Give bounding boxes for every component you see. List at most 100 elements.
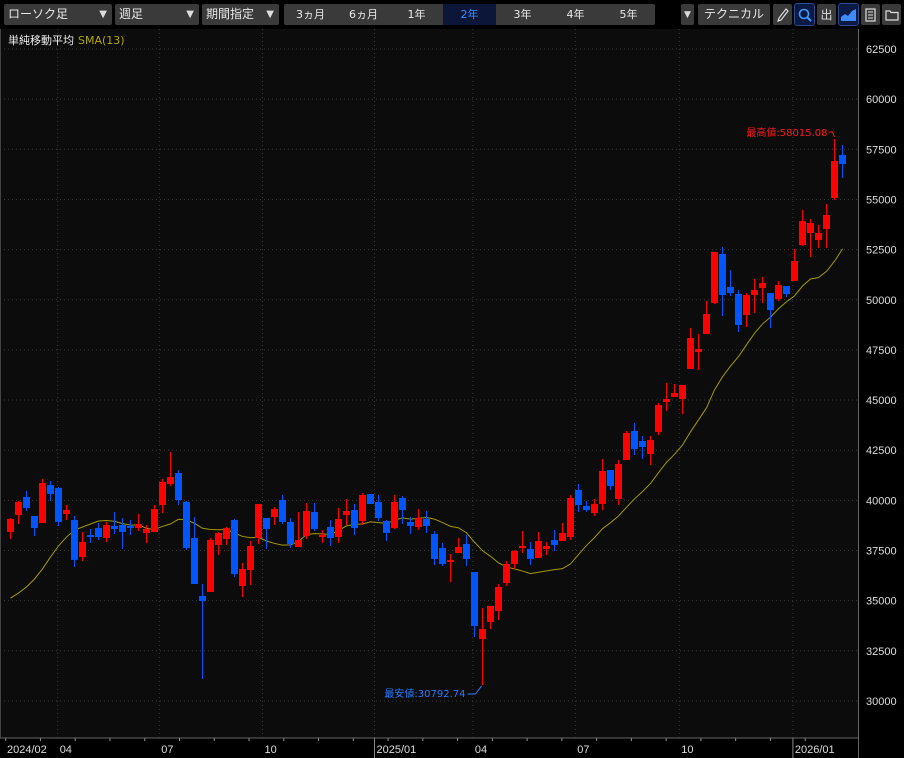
interval-dropdown[interactable]: 週足 ▼ [115, 4, 199, 25]
candle-body [167, 476, 174, 484]
range-2y[interactable]: 2年 [443, 4, 496, 25]
x-tick-label: 10 [681, 744, 693, 756]
memo-icon[interactable] [861, 4, 880, 25]
candle-body [151, 508, 158, 532]
candle-up [591, 498, 598, 516]
period-mode-dropdown[interactable]: 期間指定 ▼ [202, 4, 279, 25]
candle-body [583, 505, 590, 510]
candle-up [615, 459, 622, 505]
candle-body [735, 293, 742, 325]
candle-up [687, 327, 694, 369]
candle-down [631, 422, 638, 455]
candle-body [575, 489, 582, 505]
x-tick-label: 2025/01 [377, 744, 417, 756]
candle-down [383, 519, 390, 541]
candle-up [303, 502, 310, 539]
candle-down [199, 583, 206, 679]
candle-up [503, 560, 510, 586]
candle-down [263, 517, 270, 549]
candle-body [415, 517, 422, 527]
candle-down [575, 483, 582, 512]
candle-body [431, 533, 438, 559]
candle-body [479, 628, 486, 639]
candle-down [471, 571, 478, 637]
candle-body [607, 469, 614, 486]
candle-body [335, 518, 342, 537]
candle-body [671, 392, 678, 397]
candle-body [511, 550, 518, 565]
candle-body [327, 526, 334, 538]
candle-up [319, 529, 326, 543]
candle-up [487, 605, 494, 629]
area-chart-icon[interactable] [838, 3, 859, 26]
range-6m[interactable]: 6ヵ月 [349, 8, 378, 21]
candle-up [511, 549, 518, 569]
chart-legend: 単純移動平均 SMA(13) [8, 32, 125, 48]
candle-up [599, 458, 606, 510]
candle-up [543, 541, 550, 555]
candle-up [335, 507, 342, 543]
range-5y[interactable]: 5年 [619, 8, 638, 21]
high-arrow-icon [828, 131, 835, 138]
candle-up [775, 281, 782, 302]
candle-down [407, 516, 414, 534]
candle-down [119, 517, 126, 549]
candle-up [495, 583, 502, 620]
candle-body [143, 528, 150, 533]
chart-output-icon[interactable]: 出 [817, 4, 836, 25]
range-3y[interactable]: 3年 [513, 8, 532, 21]
interval-value: 週足 [119, 7, 144, 21]
candle-down [727, 269, 734, 297]
range-1y[interactable]: 1年 [407, 8, 426, 21]
candle-body [239, 568, 246, 586]
candle-body [215, 532, 222, 545]
chevron-down-icon: ▼ [99, 9, 107, 20]
candle-body [727, 287, 734, 294]
zoom-icon[interactable] [794, 3, 815, 26]
candle-body [23, 496, 30, 508]
candle-body [303, 510, 310, 536]
candle-body [383, 520, 390, 533]
candlestick-chart[interactable]: 62500 60000 57500 55000 52500 50000 47500 45000… [0, 29, 904, 758]
candle-up [447, 553, 454, 582]
candle-up [207, 537, 214, 592]
range-4y[interactable]: 4年 [566, 8, 585, 21]
candle-down [719, 246, 726, 317]
candle-down [735, 290, 742, 332]
y-tick-label: 52500 [866, 245, 897, 257]
candle-body [759, 282, 766, 288]
candle-down [463, 534, 470, 566]
candle-body [487, 605, 494, 622]
y-tick-label: 57500 [866, 144, 897, 156]
candle-up [559, 522, 566, 541]
range-3m[interactable]: 3ヵ月 [296, 8, 325, 21]
folder-icon[interactable] [882, 4, 901, 25]
candle-body [447, 559, 454, 562]
candle-body [159, 481, 166, 505]
chart-type-dropdown[interactable]: ローソク足 ▼ [4, 4, 112, 25]
candle-body [615, 463, 622, 499]
candle-up [815, 225, 822, 248]
candle-up [223, 526, 230, 545]
candle-up [359, 492, 366, 525]
y-tick-label: 37500 [866, 546, 897, 558]
technical-button[interactable]: テクニカル [698, 4, 770, 25]
candle-body [47, 485, 54, 494]
candle-body [623, 432, 630, 460]
candle-body [703, 314, 710, 335]
candle-down [639, 435, 646, 459]
candle-body [367, 493, 374, 504]
pencil-icon[interactable] [773, 4, 792, 25]
candle-up [751, 279, 758, 314]
candle-down [607, 469, 614, 490]
x-tick-label: 07 [577, 744, 589, 756]
candle-up [703, 301, 710, 335]
legend-sma-label: SMA(13) [78, 34, 125, 47]
candle-body [695, 348, 702, 353]
chevron-down-icon[interactable]: ▼ [681, 4, 694, 25]
technical-label: テクニカル [703, 7, 764, 21]
plot-area [0, 29, 858, 738]
candle-body [743, 295, 750, 316]
candle-down [87, 528, 94, 543]
candle-down [279, 494, 286, 524]
